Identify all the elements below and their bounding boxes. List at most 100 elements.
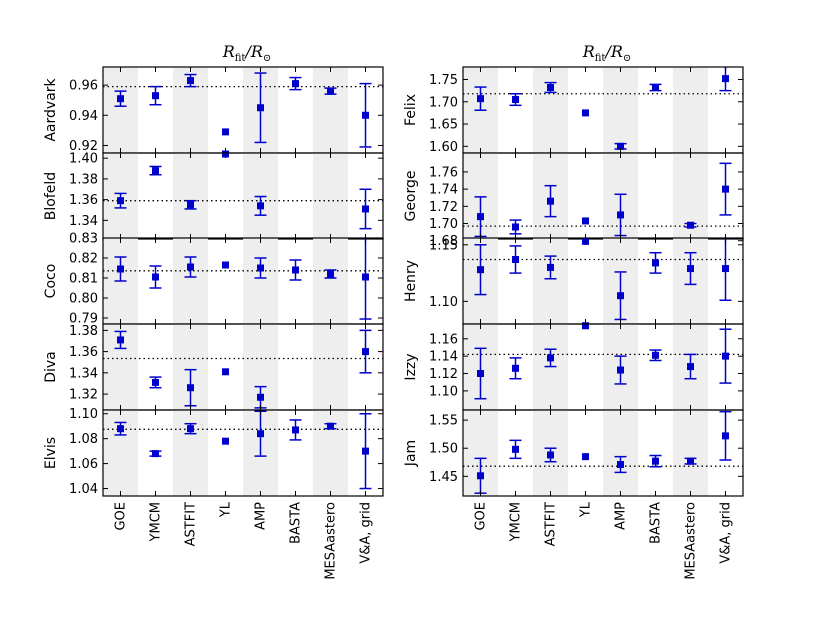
data-point (257, 264, 264, 272)
category-label: GOE (474, 502, 489, 531)
data-point (152, 378, 159, 386)
data-point (257, 430, 264, 438)
shaded-band (313, 67, 348, 153)
panel-izzy: 1.10 1.12 1.14 1.16 Izzy (403, 322, 744, 411)
category-label: V&A, grid (719, 502, 734, 564)
y-tick-label: 0.79 (69, 312, 98, 327)
panel-henry: 1.10 1.15 Henry (403, 237, 744, 325)
category-label: ASTFIT (544, 502, 559, 546)
data-point (152, 167, 159, 175)
data-point (652, 83, 659, 91)
category-label: BASTA (289, 502, 304, 544)
data-point (512, 364, 519, 372)
title-left: Rfit/R⊙ (222, 42, 272, 64)
shaded-band (103, 67, 138, 153)
panel-blofeld: 1.34 1.36 1.38 1.40 Blofeld (43, 150, 384, 240)
y-tick-label: 1.12 (429, 367, 458, 382)
y-tick-label: 1.65 (429, 118, 458, 133)
y-tick-label: 1.34 (69, 214, 98, 229)
panel-jam: 1.45 1.50 1.55 Jam (403, 409, 744, 497)
data-point (687, 457, 694, 465)
data-point (257, 104, 264, 112)
data-point (187, 263, 194, 271)
category-label: YL (219, 501, 234, 518)
data-point (722, 75, 729, 83)
data-point (582, 453, 589, 461)
y-tick-label: 0.94 (69, 109, 98, 124)
shaded-band (173, 153, 208, 239)
y-tick-label: 1.75 (429, 73, 458, 88)
data-point (722, 352, 729, 360)
y-tick-label: 0.81 (69, 272, 98, 287)
data-point (257, 202, 264, 210)
y-tick-label: 1.16 (429, 332, 458, 347)
y-tick-label: 0.83 (69, 232, 98, 247)
data-point (722, 432, 729, 440)
y-tick-label: 1.60 (429, 140, 458, 155)
data-point (117, 265, 124, 273)
y-tick-label: 1.15 (429, 238, 458, 253)
star-label: Henry (403, 260, 419, 302)
panel-diva: 1.32 1.34 1.36 1.38 Diva (43, 323, 384, 411)
y-tick-label: 1.34 (69, 366, 98, 381)
category-label: AMP (254, 502, 269, 530)
data-point (477, 370, 484, 378)
data-point (187, 425, 194, 433)
shaded-band (533, 67, 568, 153)
data-point (362, 111, 369, 119)
data-point (617, 142, 624, 150)
shaded-band (313, 153, 348, 239)
star-label: Izzy (403, 353, 419, 380)
category-label: GOE (114, 502, 129, 531)
y-tick-label: 1.10 (69, 407, 98, 422)
shaded-band (313, 324, 348, 410)
category-label: AMP (614, 502, 629, 530)
data-point (652, 457, 659, 465)
data-point (687, 221, 694, 229)
data-point (512, 96, 519, 104)
star-label: Aardvark (43, 77, 59, 141)
data-point (687, 265, 694, 273)
data-point (512, 445, 519, 453)
category-label: ASTFIT (184, 502, 199, 546)
data-point (362, 447, 369, 455)
data-point (152, 273, 159, 281)
data-point (362, 348, 369, 356)
title-right: Rfit/R⊙ (582, 42, 632, 64)
y-tick-label: 1.38 (69, 172, 98, 187)
panel-elvis: 1.04 1.06 1.08 1.10 Elvis (43, 407, 384, 497)
category-label: MESAastero (684, 502, 699, 580)
star-label: George (403, 170, 419, 221)
data-point (512, 256, 519, 263)
data-point (582, 109, 589, 117)
y-tick-label: 0.92 (69, 139, 98, 154)
data-point (547, 451, 554, 459)
data-point (547, 83, 554, 91)
shaded-band (173, 410, 208, 496)
shaded-band (313, 238, 348, 324)
data-point (722, 185, 729, 193)
category-label: YMCM (149, 502, 164, 542)
data-point (617, 366, 624, 374)
category-label: YL (579, 501, 594, 518)
data-point (477, 95, 484, 103)
data-point (477, 472, 484, 480)
data-point (547, 354, 554, 362)
data-point (292, 426, 299, 434)
data-point (512, 223, 519, 231)
panel-george: 1.68 1.70 1.72 1.74 1.76 George (403, 152, 744, 249)
star-label: Elvis (43, 437, 59, 469)
y-tick-label: 1.38 (69, 324, 98, 339)
data-point (117, 336, 124, 344)
data-point (327, 87, 334, 95)
y-tick-label: 1.70 (429, 95, 458, 110)
y-tick-label: 0.96 (69, 79, 98, 94)
data-point (547, 197, 554, 205)
data-point (152, 92, 159, 100)
data-point (582, 217, 589, 225)
data-point (652, 351, 659, 359)
y-tick-label: 1.04 (69, 482, 98, 497)
shaded-band (673, 410, 708, 496)
y-tick-label: 1.72 (429, 200, 458, 215)
